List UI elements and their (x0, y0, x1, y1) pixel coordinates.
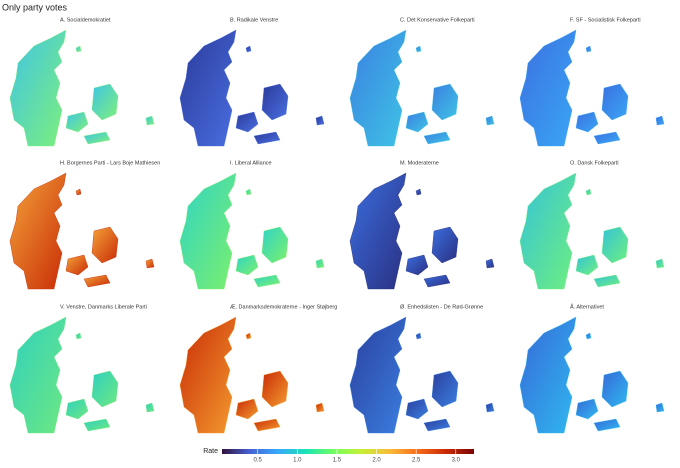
map (9, 172, 155, 290)
panel-title: B. Radikale Venstre (230, 17, 278, 23)
map (179, 316, 325, 434)
page-title: Only party votes (2, 2, 68, 12)
map (519, 29, 665, 147)
tick-label: 1.0 (293, 458, 302, 464)
panel-title: F. SF - Socialistisk Folkeparti (570, 17, 641, 23)
map (349, 316, 495, 434)
panel-title: A. Socialdemokratiet (60, 17, 111, 23)
panel-title: C. Det Konservative Folkeparti (400, 17, 475, 23)
tick-label: 1.5 (333, 458, 342, 464)
tick-label: 3.0 (452, 458, 461, 464)
color-bar (222, 449, 474, 454)
panel-title: I. Liberal Alliance (230, 160, 272, 166)
tick-label: 2.5 (412, 458, 421, 464)
panel-title: Ø. Enhedslisten - De Rød-Grønne (400, 304, 483, 310)
panel-title: Å. Alternativet (570, 303, 604, 310)
map (519, 316, 665, 434)
map (179, 29, 325, 147)
panel-title: V. Venstre, Danmarks Liberale Parti (60, 304, 147, 310)
map (349, 172, 495, 290)
map (179, 172, 325, 290)
panel-title: Æ. Danmarksdemokraterne - Inger Støjberg (230, 304, 337, 310)
tick-label: 2.0 (372, 458, 381, 464)
panel-title: O. Dansk Folkeparti (570, 160, 619, 166)
map (9, 29, 155, 147)
legend-title: Rate (203, 448, 218, 455)
panel-title: H. Borgernes Parti - Lars Boje Mathiesen (60, 160, 160, 166)
tick-label: 0.5 (253, 458, 262, 464)
map (349, 29, 495, 147)
panel-title: M. Moderaterne (400, 160, 439, 166)
map (519, 172, 665, 290)
map (9, 316, 155, 434)
